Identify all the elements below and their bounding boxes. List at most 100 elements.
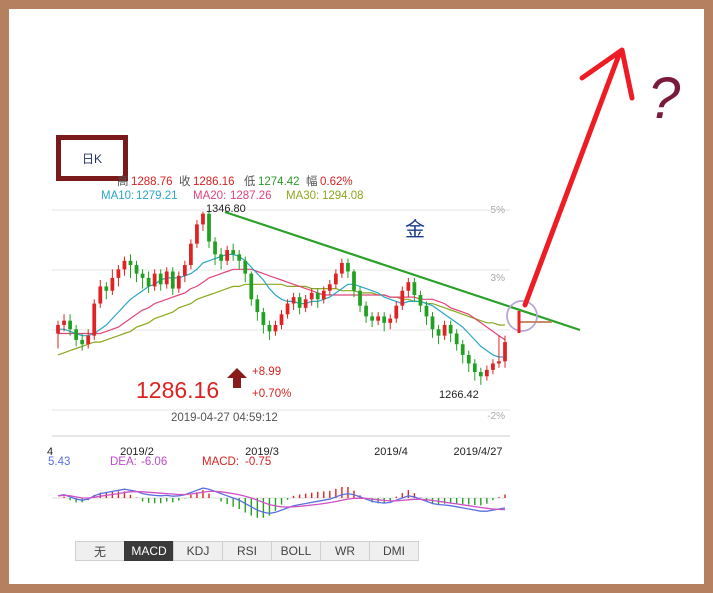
- candle: [352, 269, 356, 298]
- candle-body: [309, 292, 314, 300]
- grid: [52, 209, 510, 437]
- candle: [62, 314, 66, 332]
- candle: [394, 301, 399, 323]
- candle-body: [176, 275, 181, 289]
- candle: [207, 211, 211, 248]
- candle-body: [170, 271, 175, 289]
- up-arrow-icon: [522, 47, 635, 308]
- candle: [158, 269, 163, 291]
- candle-body: [291, 297, 296, 304]
- candle: [376, 312, 381, 325]
- candle: [170, 267, 175, 296]
- candle-body: [448, 324, 453, 334]
- candle: [164, 267, 169, 289]
- candle: [412, 277, 417, 302]
- candle-body: [255, 299, 260, 313]
- low-label: 低: [244, 176, 256, 188]
- candle-body: [454, 333, 459, 345]
- gold-label: 金: [405, 218, 425, 241]
- x-tick-label: 2019/2: [120, 446, 154, 458]
- candle: [460, 339, 465, 364]
- ma20-line: [58, 268, 506, 341]
- candle-body: [62, 320, 66, 325]
- candle: [388, 314, 393, 330]
- candle-body: [98, 286, 103, 304]
- candle-body: [394, 305, 399, 319]
- candle: [279, 309, 284, 330]
- candle: [364, 301, 368, 323]
- candle-body: [491, 363, 495, 370]
- y-tick-label: 3%: [491, 273, 506, 284]
- candle-body: [243, 260, 248, 274]
- tab-macd[interactable]: MACD: [124, 541, 174, 561]
- low-point-label: 1266.42: [439, 389, 479, 401]
- candle: [418, 290, 423, 313]
- candle: [485, 365, 489, 381]
- ma10-line: [58, 253, 505, 358]
- candle-body: [182, 265, 187, 276]
- candle-body: [303, 299, 308, 308]
- x-tick-label: 4: [47, 446, 53, 458]
- candle: [382, 312, 387, 332]
- candle-body: [219, 254, 223, 261]
- price-up-arrow-icon: [227, 368, 247, 388]
- candle-body: [122, 260, 127, 270]
- candle: [424, 301, 429, 325]
- candle-body: [164, 271, 169, 285]
- candle-body: [116, 269, 121, 278]
- candle-body: [503, 342, 507, 362]
- question-mark: ?: [648, 66, 681, 131]
- indicator-tabs: 无 MACD KDJ RSI BOLL WR DMI: [75, 541, 419, 561]
- candle: [333, 269, 338, 289]
- candle-body: [478, 372, 483, 377]
- candle-body: [128, 260, 133, 266]
- tab-rsi[interactable]: RSI: [222, 541, 272, 561]
- dea-label: DEA:: [110, 456, 137, 468]
- candle: [370, 312, 374, 328]
- candle: [134, 260, 139, 283]
- candle: [92, 299, 97, 340]
- candle-body: [92, 303, 97, 336]
- candle-body: [472, 363, 477, 373]
- tab-dmi[interactable]: DMI: [369, 541, 419, 561]
- candle-body: [213, 241, 217, 255]
- candle-body: [189, 243, 193, 266]
- candle: [358, 286, 362, 313]
- candle-body: [146, 277, 151, 287]
- candle-body: [346, 262, 350, 272]
- candle: [128, 254, 133, 278]
- candle-body: [466, 354, 471, 364]
- candle: [503, 335, 507, 368]
- high-point-label: 1346.80: [206, 203, 246, 215]
- dea-value: -6.06: [141, 456, 168, 468]
- candle-body: [201, 213, 205, 225]
- candle-body: [74, 329, 78, 340]
- candle: [400, 286, 405, 310]
- candle: [442, 320, 447, 340]
- candle: [182, 260, 187, 283]
- ma10-label: MA10:: [101, 190, 135, 202]
- candle: [146, 271, 151, 293]
- candle: [448, 320, 453, 343]
- candle: [195, 220, 199, 248]
- axis-ticks: 4 2019/2 2019/3 2019/4 2019/4/27 5% 3% -2%: [47, 205, 505, 458]
- last-price: 1286.16: [136, 377, 220, 403]
- y-tick-label: 5%: [491, 205, 506, 216]
- ma20-label: MA20:: [193, 190, 227, 202]
- x-tick-label: 2019/4/27: [454, 446, 503, 458]
- candle: [303, 295, 308, 313]
- candle-body: [424, 305, 429, 317]
- candle-body: [485, 369, 489, 377]
- candle: [74, 324, 78, 347]
- candle: [213, 237, 217, 266]
- ma30-label: MA30:: [286, 190, 320, 202]
- candle-body: [327, 284, 332, 291]
- candle: [327, 280, 332, 296]
- period-selector[interactable]: 日K: [56, 135, 128, 181]
- candle-body: [231, 250, 236, 255]
- candle-body: [80, 339, 85, 345]
- candle-body: [237, 254, 242, 261]
- candle: [315, 288, 320, 308]
- candle: [110, 269, 115, 296]
